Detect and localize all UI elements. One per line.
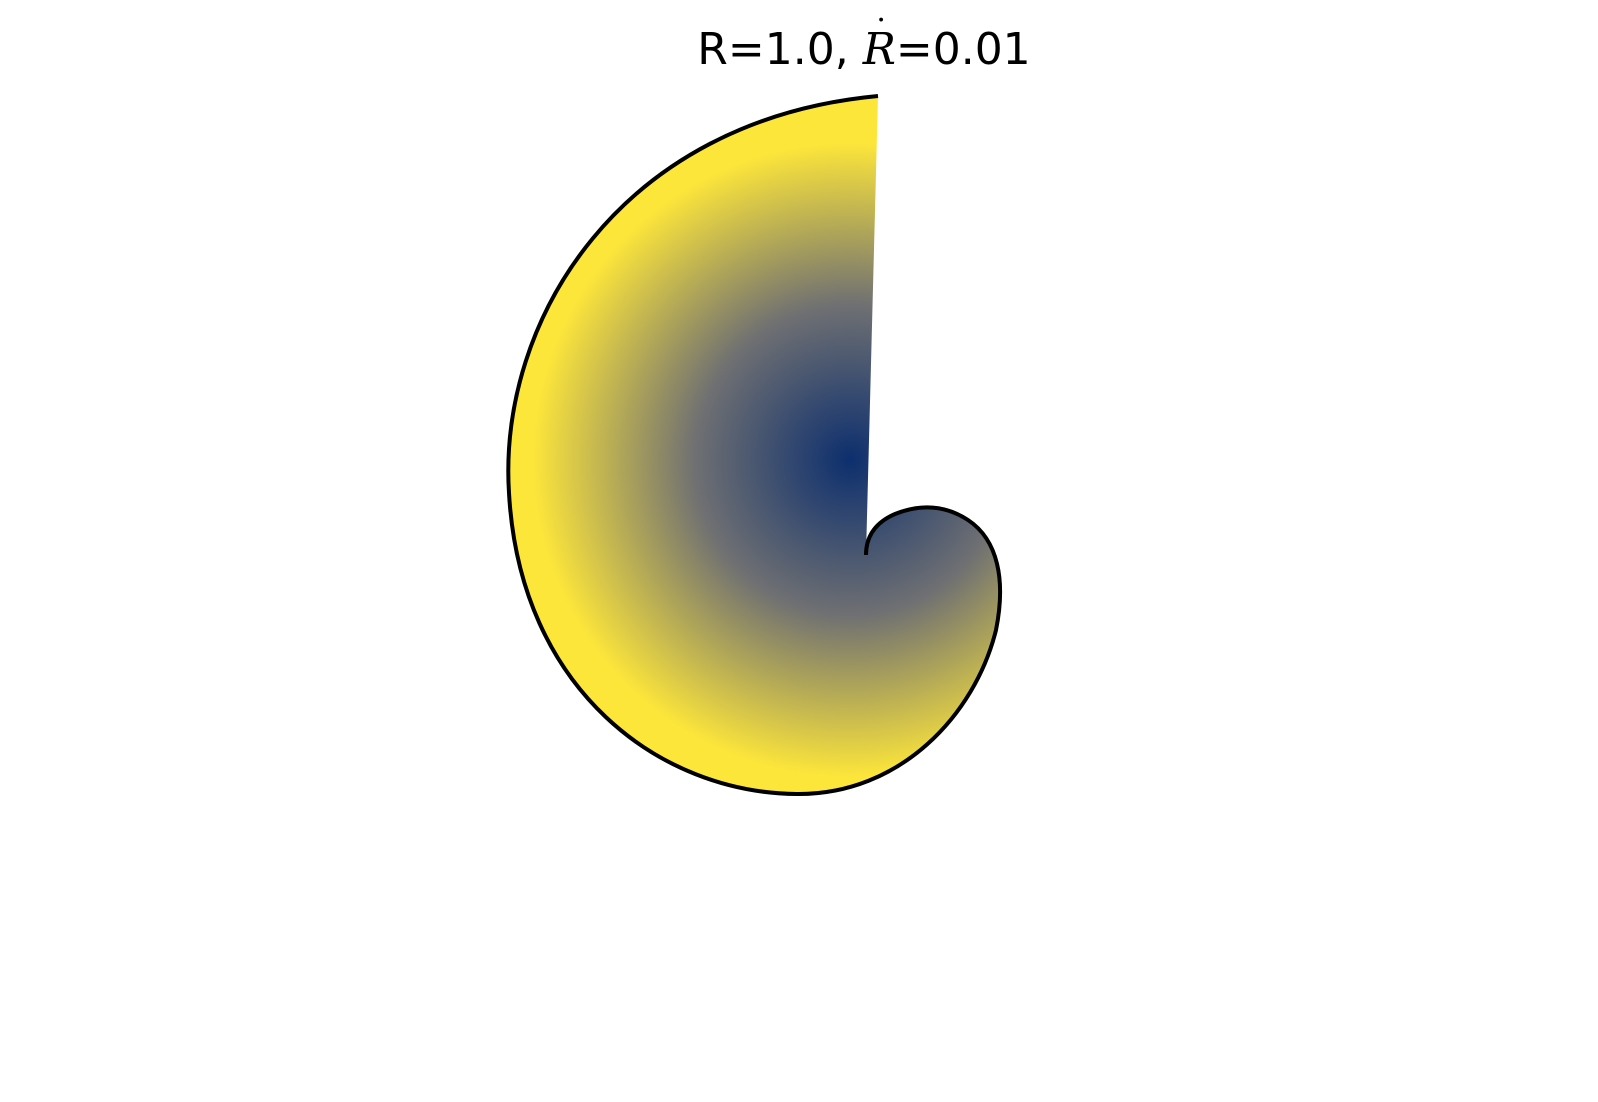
- title-dot-accent: ·: [876, 3, 886, 38]
- title-symbol: R: [862, 24, 896, 75]
- figure-title: R=1.0, · R=0.01: [0, 6, 1598, 72]
- spiral-outline: [506, 94, 1003, 797]
- title-prefix: R=1.0,: [697, 24, 849, 75]
- title-rdot-symbol: · R: [862, 6, 896, 75]
- spiral-shell-fill: [508, 96, 1001, 795]
- title-suffix: =0.01: [895, 24, 1031, 75]
